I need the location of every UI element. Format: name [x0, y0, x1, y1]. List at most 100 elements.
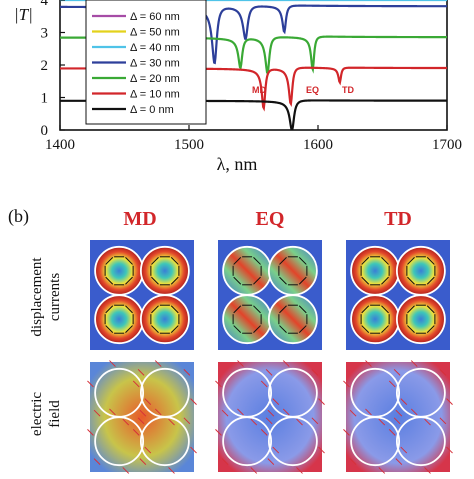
- field-map-r1-c2: [343, 360, 453, 474]
- field-arrow: [265, 417, 273, 425]
- current-arrow: [298, 257, 307, 265]
- field-arrow: [311, 417, 319, 425]
- field-arrow: [400, 398, 408, 406]
- x-tick-label-0: 1400: [45, 137, 75, 153]
- current-arrow: [253, 276, 261, 285]
- field-arrow: [343, 380, 350, 388]
- resonator-disk-3: [395, 416, 446, 467]
- field-arrow: [439, 417, 447, 425]
- field-arrow: [424, 467, 431, 474]
- field-map-r1-c1: [215, 360, 325, 474]
- x-tick-label-3: 1700: [432, 137, 462, 153]
- resonator-disk-1: [139, 245, 190, 296]
- current-arrow: [381, 325, 389, 333]
- current-arrow: [170, 257, 179, 265]
- field-arrow: [87, 380, 94, 388]
- current-arrow: [151, 276, 159, 285]
- field-arrow: [215, 428, 222, 436]
- current-arrow: [233, 276, 242, 285]
- resonator-disk-2: [350, 416, 401, 467]
- field-arrow: [410, 408, 418, 416]
- field-arrow: [137, 369, 145, 376]
- field-map-bg: [90, 362, 194, 472]
- current-arrow: [279, 257, 287, 265]
- current-arrow: [407, 257, 415, 265]
- field-arrow: [343, 428, 350, 436]
- field-arrow: [272, 446, 280, 454]
- panel-b-label: (b): [8, 206, 29, 227]
- field-arrow: [260, 428, 268, 436]
- current-arrow: [298, 305, 307, 314]
- field-arrow: [446, 398, 453, 406]
- current-arrow: [426, 325, 435, 333]
- current-arrow: [105, 276, 114, 285]
- current-arrow: [426, 257, 435, 265]
- field-arrow: [183, 369, 191, 376]
- resonator-disk-3: [395, 294, 446, 345]
- field-arrow: [272, 398, 280, 406]
- y-axis-label: |T|: [14, 5, 33, 24]
- field-arrow: [250, 418, 258, 426]
- field-arrow: [378, 467, 386, 474]
- legend-label-4: Δ = 20 nm: [130, 73, 180, 85]
- field-map-bg: [218, 362, 322, 472]
- current-arrow: [151, 257, 159, 265]
- legend-label-5: Δ = 10 nm: [130, 89, 180, 101]
- column-title-eq: EQ: [256, 208, 285, 230]
- current-arrow: [105, 325, 114, 333]
- field-arrow: [109, 360, 116, 367]
- current-arrow: [426, 305, 435, 314]
- row-label-field-line1: electric: [29, 392, 45, 436]
- row-label-field: electric field: [29, 392, 63, 436]
- y-tick-label-0: 0: [41, 123, 49, 139]
- current-arrow: [125, 257, 133, 265]
- current-arrow: [381, 276, 389, 285]
- resonator-disk-1: [395, 245, 446, 296]
- current-arrow: [361, 305, 370, 314]
- field-arrow: [132, 380, 140, 388]
- resonator-disk-3: [139, 416, 190, 467]
- current-arrow: [279, 305, 287, 314]
- field-arrow: [282, 408, 290, 416]
- current-arrow: [125, 325, 133, 333]
- x-tick-label-1: 1500: [174, 137, 204, 153]
- field-arrow: [393, 369, 401, 376]
- field-arrow: [446, 446, 453, 454]
- field-map-bg: [346, 362, 450, 472]
- annotation-md: MD: [252, 85, 266, 95]
- current-arrow: [253, 305, 261, 314]
- resonator-disk-2: [222, 294, 273, 345]
- field-arrow: [378, 418, 386, 426]
- legend-label-1: Δ = 50 nm: [130, 27, 180, 39]
- current-arrow: [381, 305, 389, 314]
- resonator-disk-3: [139, 294, 190, 345]
- field-arrow: [190, 446, 197, 454]
- resonator-disk-2: [350, 294, 401, 345]
- field-arrow: [311, 369, 319, 376]
- resonator-disk-0: [94, 245, 145, 296]
- field-arrow: [237, 408, 244, 416]
- current-arrow: [105, 305, 114, 314]
- field-arrow: [388, 380, 396, 388]
- current-arrow: [151, 305, 159, 314]
- current-arrow: [253, 257, 261, 265]
- field-maps: [87, 240, 453, 474]
- field-arrow: [122, 418, 130, 426]
- current-arrow: [170, 305, 179, 314]
- y-tick-label-1: 1: [41, 91, 49, 107]
- field-map-r0-c1: [218, 240, 322, 350]
- field-arrow: [139, 409, 147, 417]
- field-arrow: [365, 408, 372, 416]
- y-tick-label-2: 2: [41, 58, 49, 74]
- field-arrow: [250, 467, 258, 474]
- current-arrow: [279, 276, 287, 285]
- field-arrow: [122, 467, 130, 474]
- current-arrow: [233, 257, 242, 265]
- current-arrow: [253, 325, 261, 333]
- field-arrow: [260, 380, 268, 388]
- field-arrow: [221, 458, 229, 465]
- column-title-td: TD: [384, 208, 412, 230]
- field-arrow: [439, 369, 447, 376]
- field-arrow: [393, 417, 401, 425]
- y-tick-label-3: 3: [41, 26, 49, 42]
